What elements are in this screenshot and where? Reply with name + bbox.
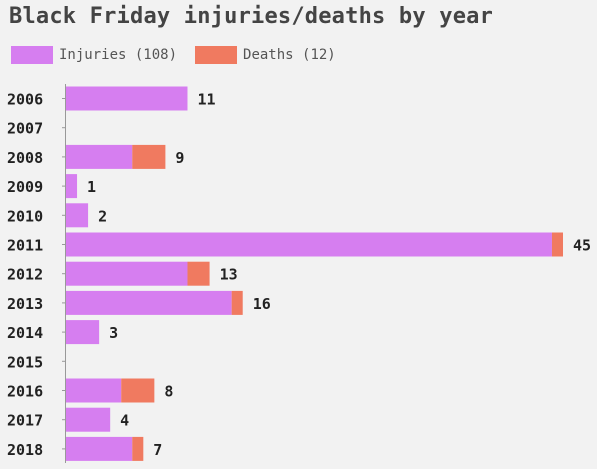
legend-label-injuries: Injuries (108)	[59, 47, 178, 63]
bar-injuries	[66, 290, 232, 315]
bar-injuries	[66, 320, 100, 345]
bar-injuries	[66, 144, 133, 169]
legend-swatch-injuries	[11, 46, 53, 64]
data-label: 7	[153, 441, 162, 459]
bar-injuries	[66, 261, 188, 286]
data-label: 45	[573, 237, 591, 255]
bar-injuries	[66, 407, 111, 432]
bar-injuries	[66, 86, 188, 111]
bar-injuries	[66, 436, 133, 461]
data-label: 13	[220, 266, 238, 284]
legend-item-injuries[interactable]: Injuries (108)	[11, 46, 177, 64]
data-label: 9	[175, 149, 184, 167]
y-tick-label: 2014	[7, 324, 43, 342]
y-tick-label: 2009	[7, 178, 43, 196]
legend-item-deaths[interactable]: Deaths (12)	[195, 46, 336, 64]
y-tick-label: 2008	[7, 149, 43, 167]
bar-injuries	[66, 232, 552, 257]
data-label: 2	[98, 207, 107, 225]
data-label: 3	[109, 324, 118, 342]
bar-injuries	[66, 378, 122, 403]
y-tick-label: 2010	[7, 207, 43, 225]
y-tick-label: 2007	[7, 120, 43, 138]
y-tick-label: 2015	[7, 353, 43, 371]
data-label: 1	[87, 178, 96, 196]
data-label: 8	[164, 383, 173, 401]
legend-label-deaths: Deaths (12)	[243, 47, 336, 63]
bar-injuries	[66, 203, 89, 228]
data-label: 4	[120, 412, 129, 430]
data-label: 16	[253, 295, 271, 313]
bar-deaths	[551, 232, 563, 257]
bar-deaths	[132, 436, 144, 461]
bar-deaths	[121, 378, 155, 403]
y-tick-label: 2016	[7, 383, 43, 401]
y-tick-label: 2011	[7, 237, 43, 255]
data-label: 11	[197, 91, 215, 109]
y-tick-label: 2018	[7, 441, 43, 459]
bar-injuries	[66, 174, 78, 199]
bar-deaths	[132, 144, 166, 169]
y-tick-label: 2012	[7, 266, 43, 284]
y-tick-label: 2013	[7, 295, 43, 313]
legend: Injuries (108) Deaths (12)	[11, 46, 354, 64]
bar-deaths	[187, 261, 210, 286]
legend-swatch-deaths	[195, 46, 238, 64]
y-tick-label: 2017	[7, 412, 43, 430]
y-tick-label: 2006	[7, 91, 43, 109]
bar-deaths	[231, 290, 243, 315]
chart-title: Black Friday injuries/deaths by year	[9, 4, 494, 29]
